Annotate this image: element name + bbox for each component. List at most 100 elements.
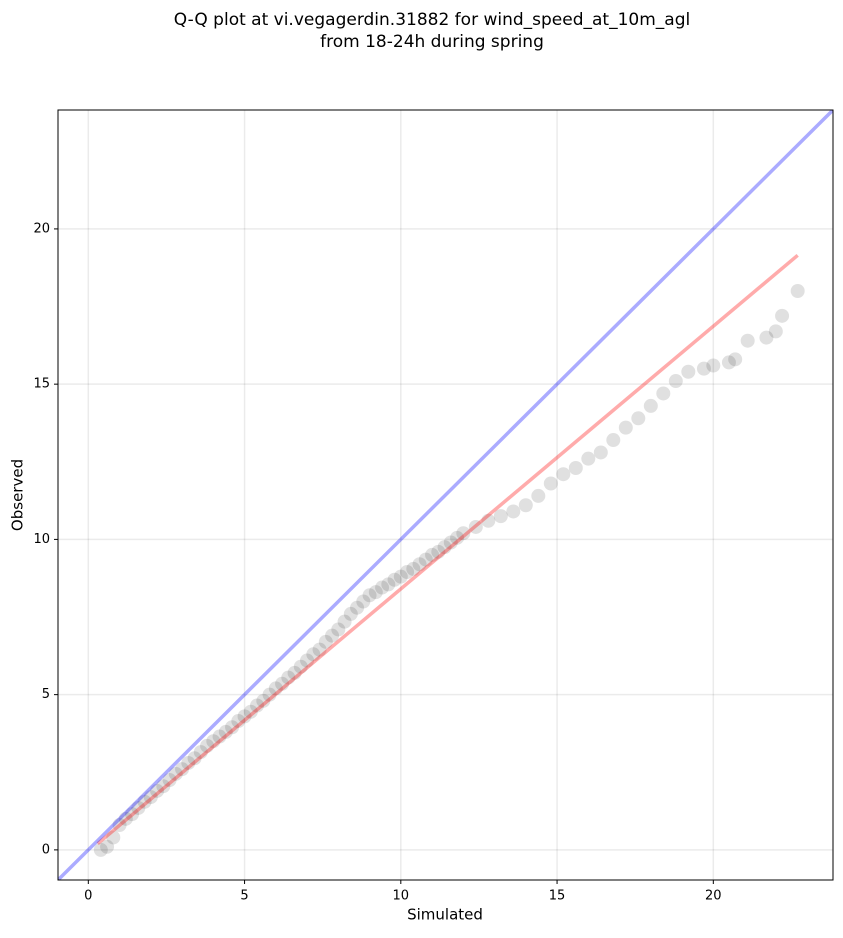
point — [593, 445, 608, 460]
x-tick-label: 5 — [240, 889, 248, 904]
point — [118, 811, 133, 826]
point — [156, 779, 171, 794]
point — [350, 600, 365, 615]
point — [631, 411, 646, 426]
point — [237, 709, 252, 724]
point — [287, 665, 302, 680]
point — [425, 547, 440, 562]
x-tick-label: 15 — [549, 889, 566, 904]
point — [112, 818, 127, 833]
point — [431, 544, 446, 559]
point — [412, 557, 427, 572]
y-tick-label: 15 — [33, 377, 50, 392]
axes-frame — [57, 109, 834, 881]
point — [768, 324, 783, 339]
point — [531, 488, 546, 503]
ticks: 0 5 10 15 20 0 5 10 15 20 — [33, 221, 721, 903]
point — [343, 606, 358, 621]
y-tick-label: 5 — [42, 687, 50, 702]
point — [293, 659, 308, 674]
point — [568, 460, 583, 475]
x-tick-label: 10 — [393, 889, 410, 904]
point — [493, 509, 508, 524]
point — [306, 647, 321, 662]
chart-title: from 18-24h during spring — [320, 32, 544, 52]
point — [556, 467, 571, 482]
point — [256, 693, 271, 708]
point — [387, 572, 402, 587]
chart-title: Q-Q plot at vi.vegagerdin.31882 for wind… — [174, 10, 690, 30]
point — [406, 561, 421, 576]
point — [137, 794, 152, 809]
point — [368, 585, 383, 600]
point — [131, 800, 146, 815]
point — [218, 724, 233, 739]
point — [606, 433, 621, 448]
point — [362, 588, 377, 603]
point — [187, 751, 202, 766]
point — [212, 729, 227, 744]
point — [262, 687, 277, 702]
point — [143, 790, 158, 805]
grid — [58, 110, 833, 880]
point — [790, 284, 805, 299]
point — [618, 420, 633, 435]
point — [375, 580, 390, 595]
point — [300, 653, 315, 668]
point — [443, 535, 458, 550]
point — [543, 476, 558, 491]
point — [468, 519, 483, 534]
point — [200, 738, 215, 753]
point — [318, 634, 333, 649]
x-axis-label: Simulated — [407, 906, 483, 924]
point — [456, 526, 471, 541]
point — [393, 569, 408, 584]
point — [418, 552, 433, 567]
point — [481, 513, 496, 528]
point — [656, 386, 671, 401]
point — [400, 565, 415, 579]
point — [162, 773, 177, 788]
point — [437, 540, 452, 555]
point — [325, 628, 340, 643]
point — [168, 766, 183, 781]
point — [356, 594, 371, 609]
point — [706, 358, 721, 373]
point — [150, 783, 165, 798]
point — [181, 755, 196, 770]
point — [775, 308, 790, 323]
point — [696, 361, 711, 376]
point — [740, 333, 755, 348]
point — [331, 622, 346, 637]
reference-line — [58, 110, 833, 880]
point — [337, 614, 352, 629]
point — [728, 352, 743, 367]
point — [100, 839, 115, 854]
reference-line — [96, 253, 799, 846]
point — [506, 504, 521, 519]
y-tick-label: 20 — [33, 221, 50, 236]
point — [581, 451, 596, 466]
point — [193, 745, 208, 760]
x-tick-label: 20 — [705, 889, 722, 904]
point — [175, 762, 190, 777]
point — [225, 720, 240, 735]
y-tick-label: 0 — [42, 842, 50, 857]
point — [759, 330, 774, 345]
point — [243, 704, 258, 719]
point — [268, 681, 283, 696]
point — [668, 374, 683, 389]
point — [312, 642, 327, 657]
point — [681, 364, 696, 379]
point — [450, 530, 465, 545]
x-tick-label: 0 — [84, 889, 92, 904]
point — [281, 670, 296, 685]
point — [106, 830, 121, 845]
point — [643, 398, 658, 413]
point — [721, 355, 736, 370]
point — [93, 842, 108, 857]
point — [381, 577, 396, 592]
point — [518, 498, 533, 513]
point — [250, 698, 265, 713]
